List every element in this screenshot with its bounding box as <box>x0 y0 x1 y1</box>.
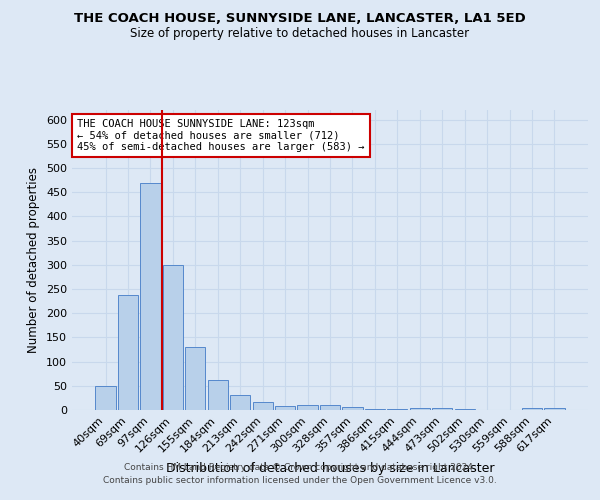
Text: Contains HM Land Registry data © Crown copyright and database right 2024.: Contains HM Land Registry data © Crown c… <box>124 464 476 472</box>
Bar <box>365 408 385 410</box>
Bar <box>140 182 161 410</box>
Bar <box>432 408 452 410</box>
Bar <box>118 296 138 410</box>
Bar <box>253 402 273 410</box>
Text: THE COACH HOUSE SUNNYSIDE LANE: 123sqm
← 54% of detached houses are smaller (712: THE COACH HOUSE SUNNYSIDE LANE: 123sqm ←… <box>77 119 365 152</box>
Bar <box>320 405 340 410</box>
Text: THE COACH HOUSE, SUNNYSIDE LANE, LANCASTER, LA1 5ED: THE COACH HOUSE, SUNNYSIDE LANE, LANCAST… <box>74 12 526 26</box>
Bar <box>410 408 430 410</box>
Bar <box>455 409 475 410</box>
Bar <box>163 265 183 410</box>
Bar <box>343 407 362 410</box>
Bar <box>208 380 228 410</box>
Text: Contains public sector information licensed under the Open Government Licence v3: Contains public sector information licen… <box>103 476 497 485</box>
Text: Size of property relative to detached houses in Lancaster: Size of property relative to detached ho… <box>130 28 470 40</box>
Bar <box>522 408 542 410</box>
Y-axis label: Number of detached properties: Number of detached properties <box>28 167 40 353</box>
Bar <box>230 396 250 410</box>
Bar <box>544 408 565 410</box>
Bar <box>298 405 317 410</box>
Bar <box>275 406 295 410</box>
X-axis label: Distribution of detached houses by size in Lancaster: Distribution of detached houses by size … <box>166 462 494 475</box>
Bar <box>185 347 205 410</box>
Bar <box>387 409 407 410</box>
Bar <box>95 386 116 410</box>
